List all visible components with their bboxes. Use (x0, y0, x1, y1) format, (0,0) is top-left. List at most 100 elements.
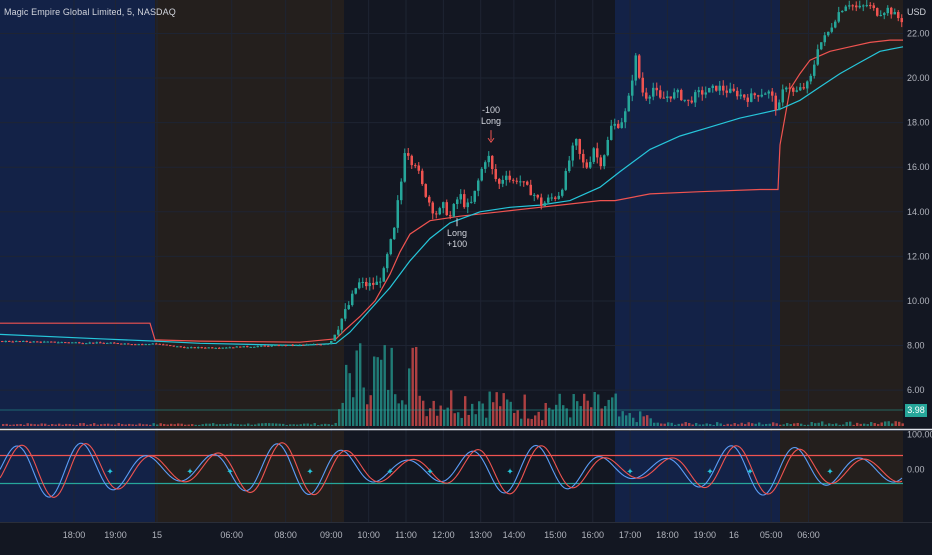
candle-body (816, 49, 819, 65)
volume-bar (128, 423, 131, 426)
volume-bar (142, 424, 145, 426)
volume-bar (887, 421, 890, 426)
candle-body (15, 341, 18, 343)
volume-bar (856, 422, 859, 426)
candle-body (400, 181, 403, 201)
candle-body (701, 90, 704, 95)
volume-bar (709, 424, 712, 426)
candle-body (869, 5, 872, 7)
volume-bar (670, 422, 673, 426)
volume-bar (373, 356, 376, 426)
volume-bar (152, 423, 155, 426)
candle-body (155, 343, 158, 345)
volume-bar (891, 423, 894, 426)
candle-body (1, 341, 4, 343)
candle-body (547, 197, 550, 203)
volume-bar (387, 389, 390, 426)
candle-body (463, 194, 466, 208)
candle-body (666, 96, 669, 99)
oscillator-marker-icon: ✦ (626, 466, 634, 476)
time-axis-label: 05:00 (760, 530, 783, 540)
candle-body (221, 347, 224, 349)
oscillator-marker-icon: ✦ (186, 466, 194, 476)
volume-bar (593, 391, 596, 426)
volume-bar (625, 415, 628, 426)
candle-body (302, 344, 305, 346)
volume-bar (166, 424, 169, 426)
volume-bar (544, 402, 547, 426)
candle-body (519, 181, 522, 183)
volume-bar (702, 424, 705, 426)
candle-body (743, 94, 746, 98)
volume-bar (2, 424, 5, 426)
volume-bar (222, 424, 225, 426)
volume-bar (369, 395, 372, 426)
trade-long-label: Long (447, 228, 467, 238)
currency-label: USD (907, 7, 927, 17)
volume-bar (635, 422, 638, 426)
candle-body (708, 87, 711, 93)
candle-body (197, 347, 200, 349)
candle-body (757, 95, 760, 97)
volume-bar (257, 423, 260, 426)
volume-bar (317, 424, 320, 426)
volume-bar (866, 424, 869, 426)
oscillator-marker-icon: ✦ (706, 466, 714, 476)
candle-body (407, 153, 410, 156)
candle-body (270, 345, 273, 347)
volume-bar (604, 406, 607, 426)
candle-body (872, 5, 875, 9)
candle-body (57, 342, 60, 344)
candle-body (624, 111, 627, 123)
volume-bar (513, 412, 516, 426)
time-axis-label: 18:00 (63, 530, 86, 540)
volume-bar (422, 400, 425, 426)
candle-body (722, 85, 725, 91)
candle-body (379, 281, 382, 283)
volume-bar (450, 390, 453, 426)
candle-body (144, 344, 147, 346)
candle-body (375, 281, 378, 285)
volume-bar (268, 423, 271, 426)
candle-body (645, 92, 648, 99)
candle-body (284, 345, 287, 347)
candle-body (470, 201, 473, 203)
candle-body (46, 341, 49, 343)
volume-bar (660, 423, 663, 426)
volume-bar (47, 424, 50, 426)
candle-body (18, 341, 21, 343)
volume-bar (716, 422, 719, 426)
volume-bar (590, 407, 593, 426)
candle-body (718, 85, 721, 91)
candle-body (750, 93, 753, 102)
candle-body (235, 346, 238, 348)
candle-body (477, 180, 480, 191)
candle-body (165, 344, 168, 346)
volume-bar (695, 422, 698, 426)
candle-body (130, 344, 133, 346)
volume-bar (758, 422, 761, 426)
volume-bar (30, 423, 33, 426)
candle-body (277, 345, 280, 347)
time-axis-label: 15 (152, 530, 162, 540)
volume-bar (611, 397, 614, 426)
candle-body (806, 81, 809, 89)
candle-body (571, 145, 574, 161)
candle-body (39, 341, 42, 343)
candle-body (484, 162, 487, 169)
volume-bar (863, 423, 866, 426)
volume-bar (681, 423, 684, 426)
candle-body (176, 346, 179, 348)
candle-body (764, 93, 767, 95)
volume-bar (310, 424, 313, 426)
candle-body (43, 341, 46, 343)
volume-bar (261, 423, 264, 426)
candle-body (466, 202, 469, 208)
volume-bar (436, 415, 439, 426)
candle-body (305, 344, 308, 346)
time-axis-label: 11:00 (395, 530, 417, 540)
oscillator-marker-icon: ✦ (426, 466, 434, 476)
candle-body (326, 343, 329, 345)
